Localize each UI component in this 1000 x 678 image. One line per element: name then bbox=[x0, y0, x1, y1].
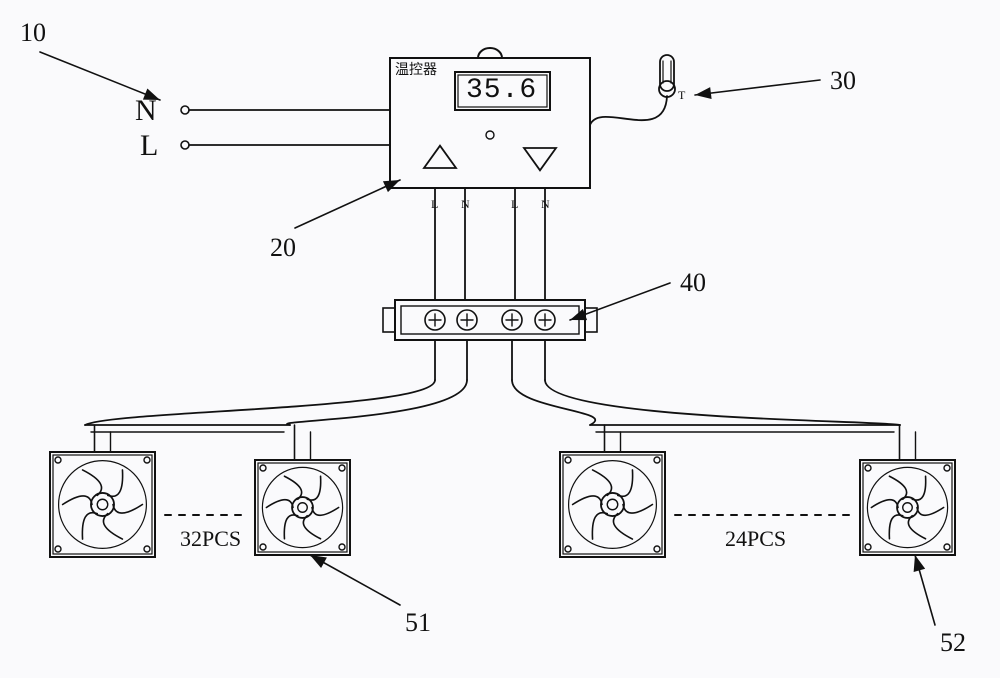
ref-label-40: 40 bbox=[680, 270, 706, 296]
controller-title: 温控器 bbox=[395, 62, 437, 76]
sensor-t-label: T bbox=[678, 88, 685, 103]
ref-label-10: 10 bbox=[20, 20, 46, 46]
controller-display: 35.6 bbox=[466, 77, 537, 105]
ref-label-52: 52 bbox=[940, 630, 966, 656]
pin-label-n2: N bbox=[541, 198, 550, 210]
input-n-label: N bbox=[135, 96, 157, 126]
fan-count-left: 32PCS bbox=[180, 528, 241, 550]
ref-label-30: 30 bbox=[830, 68, 856, 94]
input-l-label: L bbox=[140, 131, 158, 161]
ref-label-51: 51 bbox=[405, 610, 431, 636]
pin-label-l2: L bbox=[511, 198, 518, 210]
ref-label-20: 20 bbox=[270, 235, 296, 261]
fan-count-right: 24PCS bbox=[725, 528, 786, 550]
pin-label-l1: L bbox=[431, 198, 438, 210]
pin-label-n1: N bbox=[461, 198, 470, 210]
